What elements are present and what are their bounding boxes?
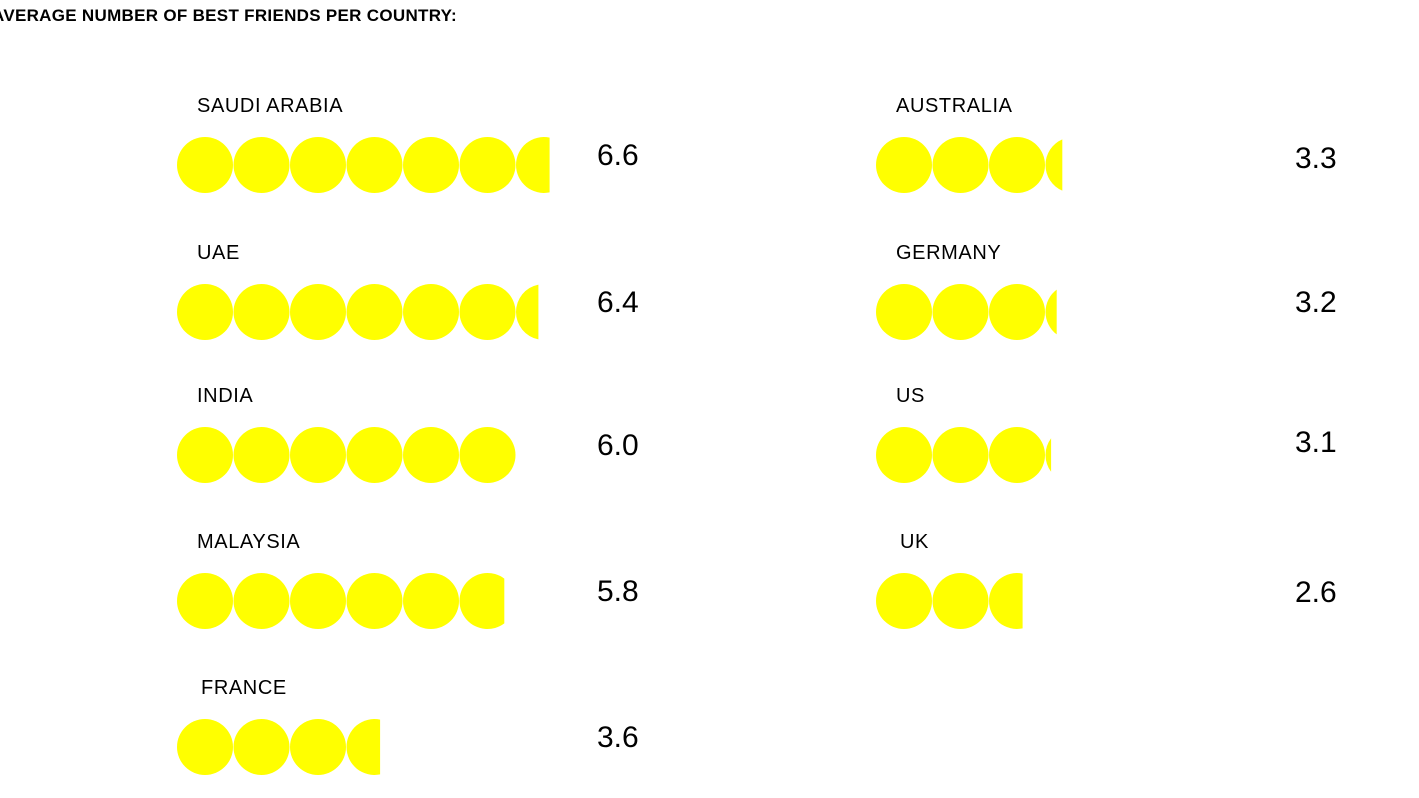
friend-circle-icon xyxy=(233,573,290,629)
country-label: UK xyxy=(900,531,929,553)
partial-friend-circle-icon xyxy=(516,284,539,340)
friend-circle-icon xyxy=(876,573,932,629)
friend-circle-icon xyxy=(290,427,346,483)
friend-circle-icon xyxy=(290,284,346,340)
pictogram-uk xyxy=(876,573,1023,629)
friend-circle-icon xyxy=(459,284,516,340)
value-label: 5.8 xyxy=(597,575,639,608)
pictogram-france xyxy=(177,719,381,775)
partial-friend-circle-icon xyxy=(989,573,1023,629)
friend-circle-icon xyxy=(177,284,233,340)
pictogram-saudi-arabia xyxy=(177,137,550,193)
country-label: UAE xyxy=(197,242,240,264)
friend-circle-icon xyxy=(177,719,233,775)
friend-circle-icon xyxy=(233,427,290,483)
friend-circle-icon xyxy=(346,573,403,629)
pictogram-malaysia xyxy=(177,573,505,629)
partial-friend-circle-icon xyxy=(346,719,381,775)
friend-circle-icon xyxy=(290,719,346,775)
country-label: GERMANY xyxy=(896,242,1002,264)
country-label: FRANCE xyxy=(201,677,287,699)
pictogram-india xyxy=(177,427,516,483)
friend-circle-icon xyxy=(989,137,1045,193)
pictogram-germany xyxy=(876,284,1057,340)
country-label: MALAYSIA xyxy=(197,531,301,553)
friend-circle-icon xyxy=(932,427,989,483)
pictogram-uae xyxy=(177,284,539,340)
partial-friend-circle-icon xyxy=(1045,289,1057,335)
friend-circle-icon xyxy=(403,137,459,193)
friend-circle-icon xyxy=(346,427,403,483)
friend-circle-icon xyxy=(346,284,403,340)
partial-friend-circle-icon xyxy=(1045,139,1063,191)
partial-friend-circle-icon xyxy=(1045,438,1052,472)
friend-circle-icon xyxy=(876,427,932,483)
friend-circle-icon xyxy=(403,427,459,483)
friend-circle-icon xyxy=(290,137,346,193)
value-label: 6.0 xyxy=(597,429,639,462)
friend-circle-icon xyxy=(876,284,932,340)
friend-circle-icon xyxy=(233,719,290,775)
chart-title: AVERAGE NUMBER OF BEST FRIENDS PER COUNT… xyxy=(0,6,457,25)
friend-circle-icon xyxy=(876,137,932,193)
pictogram-us xyxy=(876,427,1052,483)
value-label: 6.4 xyxy=(597,286,639,319)
value-label: 3.3 xyxy=(1295,142,1337,175)
value-label: 2.6 xyxy=(1295,576,1337,609)
country-label: SAUDI ARABIA xyxy=(197,95,344,117)
friend-circle-icon xyxy=(989,284,1045,340)
value-label: 3.1 xyxy=(1295,426,1337,459)
value-label: 6.6 xyxy=(597,139,639,172)
friend-circle-icon xyxy=(346,137,403,193)
friend-circle-icon xyxy=(290,573,346,629)
value-label: 3.6 xyxy=(597,721,639,754)
friend-circle-icon xyxy=(233,284,290,340)
friend-circle-icon xyxy=(459,427,516,483)
value-label: 3.2 xyxy=(1295,286,1337,319)
country-label: INDIA xyxy=(197,385,254,407)
friend-circle-icon xyxy=(932,284,989,340)
friend-circle-icon xyxy=(177,427,233,483)
friend-circle-icon xyxy=(932,573,989,629)
country-label: AUSTRALIA xyxy=(896,95,1013,117)
country-label: US xyxy=(896,385,925,407)
partial-friend-circle-icon xyxy=(516,137,550,193)
friend-circle-icon xyxy=(989,427,1045,483)
friend-circle-icon xyxy=(459,137,516,193)
partial-friend-circle-icon xyxy=(459,573,505,629)
friend-circle-icon xyxy=(932,137,989,193)
friend-circle-icon xyxy=(403,573,459,629)
pictogram-australia xyxy=(876,137,1063,193)
friend-circle-icon xyxy=(233,137,290,193)
friend-circle-icon xyxy=(177,137,233,193)
friend-circle-icon xyxy=(403,284,459,340)
friend-circle-icon xyxy=(177,573,233,629)
